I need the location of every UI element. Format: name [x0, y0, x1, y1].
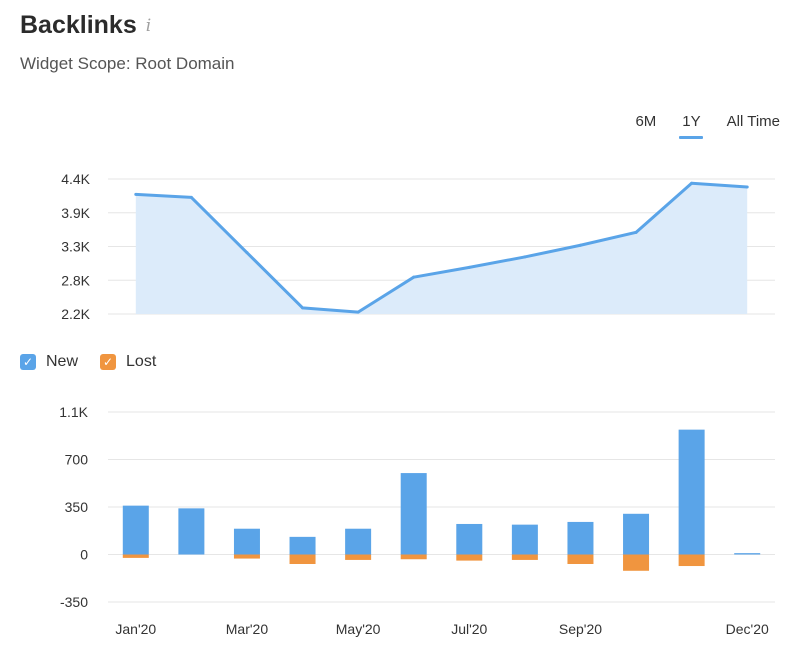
area-y-tick-label: 3.3K — [61, 239, 90, 255]
backlinks-point-Jul'20 — [467, 265, 471, 269]
backlinks-point-May'20 — [356, 310, 360, 314]
backlinks-point-Feb'20 — [189, 195, 193, 199]
backlinks-point-Dec'20 — [745, 185, 749, 189]
bar-x-tick-label: Jul'20 — [451, 621, 487, 637]
legend-label-lost: Lost — [126, 353, 157, 370]
area-fill — [135, 183, 748, 314]
backlinks-point-Nov'20 — [690, 181, 694, 185]
legend-label-new: New — [46, 353, 79, 370]
lost-bar-Mar'20 — [233, 554, 260, 559]
backlinks-point-Oct'20 — [634, 230, 638, 234]
lost-bar-Nov'20 — [678, 554, 705, 567]
lost-checkbox-icon[interactable]: ✓ — [100, 354, 117, 370]
backlinks-point-Aug'20 — [523, 255, 527, 259]
new-bar-May'20 — [345, 528, 372, 555]
new-bar-Apr'20 — [289, 536, 316, 555]
bar-x-tick-label: Jan'20 — [115, 621, 156, 637]
area-y-tick-label: 2.8K — [61, 272, 90, 288]
new-bar-Sep'20 — [567, 521, 594, 555]
new-bar-Mar'20 — [233, 528, 260, 555]
widget-scope-label: Widget Scope: Root Domain — [20, 54, 235, 73]
legend-item-lost[interactable]: ✓ Lost — [100, 353, 156, 371]
bar-chart-legend: ✓ New ✓ Lost — [20, 353, 178, 371]
time-range-tabs: 6M 1Y All Time — [609, 113, 780, 139]
tab-6m[interactable]: 6M — [635, 113, 657, 130]
backlinks-series-line — [135, 181, 748, 314]
new-checkbox-icon[interactable]: ✓ — [20, 354, 36, 370]
legend-item-new[interactable]: ✓ New — [20, 353, 78, 371]
new-bar-Dec'20 — [734, 553, 761, 555]
widget-title-text: Backlinks — [20, 11, 137, 39]
area-y-tick-label: 4.4K — [61, 171, 90, 187]
lost-bar-Sep'20 — [567, 554, 594, 564]
backlinks-point-Jan'20 — [134, 192, 138, 196]
new-bar-Aug'20 — [511, 524, 538, 555]
bar-y-tick-label: 350 — [65, 499, 89, 515]
widget-title: Backlinks i — [20, 11, 151, 40]
lost-bar-Jul'20 — [456, 554, 483, 561]
new-bar-Jul'20 — [456, 523, 483, 555]
lost-bar-Aug'20 — [511, 554, 538, 560]
backlinks-point-Apr'20 — [301, 306, 305, 310]
info-icon[interactable]: i — [145, 15, 152, 36]
backlinks-point-Jun'20 — [412, 275, 416, 279]
new-bar-Jun'20 — [400, 473, 427, 555]
area-y-tick-label: 2.2K — [61, 306, 90, 322]
lost-bar-May'20 — [345, 554, 372, 560]
tab-all-time[interactable]: All Time — [726, 113, 780, 130]
lost-bar-Apr'20 — [289, 554, 316, 564]
backlinks-point-Mar'20 — [245, 251, 249, 255]
bar-x-tick-label: Dec'20 — [726, 621, 769, 637]
bar-y-tick-label: -350 — [60, 594, 88, 610]
backlinks-point-Sep'20 — [578, 243, 582, 247]
lost-bar-Jun'20 — [400, 554, 427, 560]
new-bar-Jan'20 — [122, 505, 149, 555]
bar-x-tick-label: Sep'20 — [559, 621, 602, 637]
area-y-tick-label: 3.9K — [61, 205, 90, 221]
tab-1y[interactable]: 1Y — [682, 113, 700, 139]
new-bar-Feb'20 — [178, 508, 205, 555]
lost-bar-Jan'20 — [122, 554, 149, 558]
bar-x-tick-label: Mar'20 — [226, 621, 269, 637]
bar-y-tick-label: 1.1K — [59, 404, 88, 420]
bar-x-tick-label: May'20 — [336, 621, 381, 637]
new-bar-Nov'20 — [678, 429, 705, 555]
bar-y-tick-label: 0 — [80, 547, 88, 563]
bar-y-tick-label: 700 — [65, 452, 89, 468]
lost-bar-Oct'20 — [623, 554, 650, 571]
new-bar-Oct'20 — [623, 513, 650, 555]
